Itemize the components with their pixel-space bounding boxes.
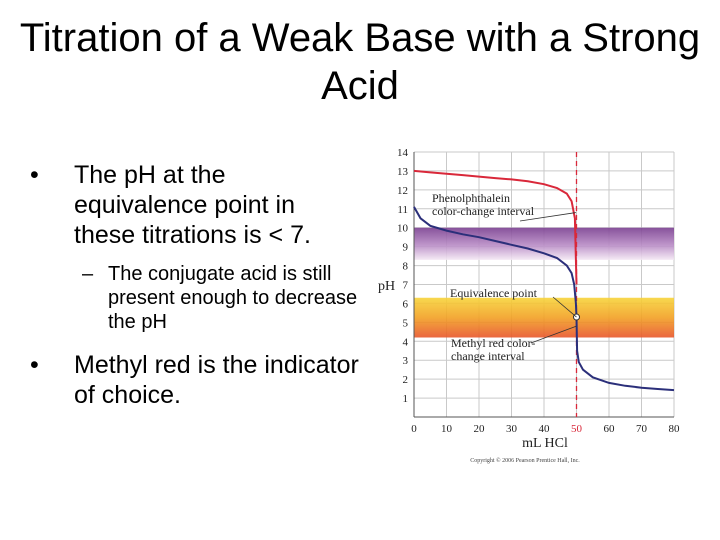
- annotation-line: Phenolphthalein: [432, 191, 510, 205]
- annotation-line: Methyl red color-: [451, 336, 535, 350]
- annotation-leader-line: [519, 212, 576, 222]
- y-tick-label: 2: [403, 374, 409, 386]
- chart-xlabel: mL HCl: [522, 436, 568, 451]
- bullet-text: Methyl red is the indicator of choice.: [74, 351, 359, 409]
- series-line: [413, 169, 578, 285]
- annotation-line: change interval: [451, 349, 525, 363]
- y-tick-label: 5: [403, 317, 409, 329]
- x-tick-label: 60: [604, 423, 616, 435]
- y-tick-label: 1: [403, 393, 409, 405]
- y-tick-label: 13: [397, 166, 409, 178]
- bullet-item: • Methyl red is the indicator of choice.: [30, 350, 360, 410]
- y-tick-label: 8: [403, 261, 409, 273]
- bullet-item: • The pH at the equivalence point in the…: [30, 160, 360, 250]
- bullet-marker: •: [30, 351, 39, 379]
- annotation-leader-line: [530, 325, 577, 344]
- y-tick-label: 12: [397, 185, 408, 197]
- y-tick-label: 3: [403, 355, 409, 367]
- sub-bullet-marker: –: [82, 263, 94, 285]
- x-tick-label: 70: [636, 423, 648, 435]
- chart-credit: Copyright © 2006 Pearson Prentice Hall, …: [470, 457, 580, 464]
- bullet-list: • The pH at the equivalence point in the…: [30, 160, 360, 422]
- methyl-red-band: [414, 297, 674, 338]
- slide-title: Titration of a Weak Base with a Strong A…: [19, 16, 701, 108]
- bullet-text: The pH at the equivalence point in these…: [74, 161, 311, 249]
- annotation-label: Equivalence point: [450, 286, 538, 300]
- chart-ylabel: pH: [378, 279, 395, 294]
- sub-bullet-item: – The conjugate acid is still present en…: [30, 262, 360, 334]
- y-tick-label: 11: [397, 204, 408, 216]
- annotation-leader-line: [552, 296, 577, 318]
- series-line: [413, 206, 675, 392]
- annotation-label: Phenolphthalein color-change interval: [432, 191, 535, 218]
- y-tick-label: 7: [403, 280, 409, 292]
- sub-bullet-text: The conjugate acid is still present enou…: [108, 263, 358, 333]
- x-tick-label: 10: [441, 423, 453, 435]
- x-tick-label: 20: [474, 423, 486, 435]
- annotation-line: color-change interval: [432, 204, 535, 218]
- bullet-marker: •: [30, 161, 39, 189]
- y-tick-label: 9: [403, 242, 409, 254]
- x-tick-label: 50: [571, 423, 583, 435]
- y-tick-label: 6: [403, 298, 409, 310]
- x-tick-label: 80: [669, 423, 681, 435]
- y-tick-label: 4: [403, 336, 409, 348]
- y-tick-label: 10: [397, 223, 409, 235]
- x-tick-label: 40: [539, 423, 551, 435]
- annotation-line: Equivalence point: [450, 286, 538, 300]
- x-tick-label: 0: [411, 423, 417, 435]
- annotation-label: Methyl red color-change interval: [451, 336, 535, 363]
- y-tick-label: 14: [397, 147, 409, 159]
- x-tick-label: 30: [506, 423, 518, 435]
